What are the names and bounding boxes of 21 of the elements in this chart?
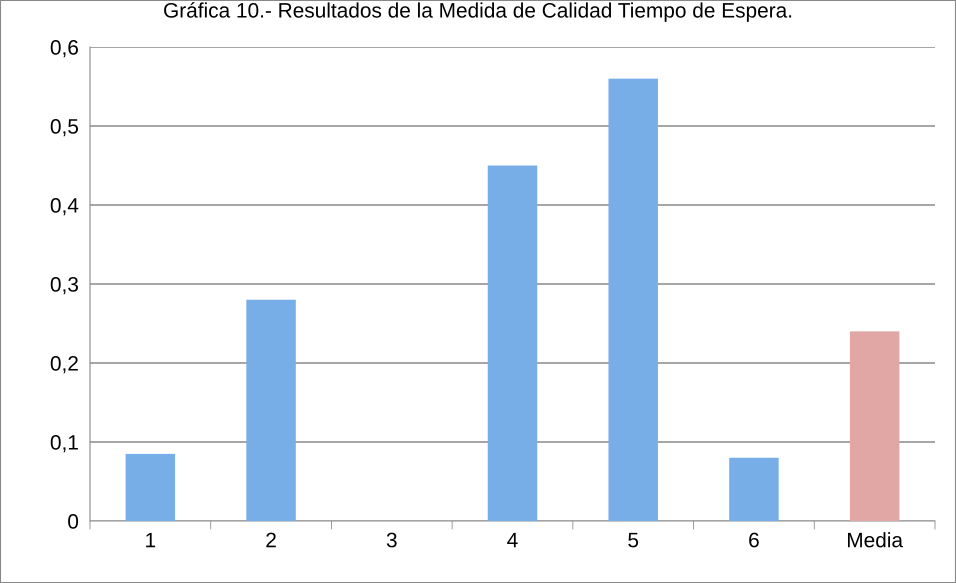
y-tick-label: 0 bbox=[68, 514, 78, 529]
y-tick-label: 0,1 bbox=[50, 435, 78, 452]
x-tick-label: 6 bbox=[749, 532, 759, 548]
chart-title: Gráfica 10.- Resultados de la Medida de Calidad Tiempo de Espera. bbox=[164, 2, 792, 22]
x-tick-label: Media bbox=[848, 532, 904, 548]
bar bbox=[608, 78, 658, 521]
bar bbox=[488, 166, 538, 521]
x-tick-label: 3 bbox=[386, 532, 397, 548]
x-tick-label: 4 bbox=[507, 532, 518, 548]
x-tick-label: 5 bbox=[628, 532, 638, 548]
bar bbox=[850, 331, 900, 521]
x-tick-label: 1 bbox=[146, 532, 156, 548]
y-tick-label: 0,4 bbox=[50, 198, 78, 216]
y-tick-label: 0,5 bbox=[50, 119, 78, 136]
x-tick-label: 2 bbox=[266, 532, 276, 548]
y-tick-label: 0,3 bbox=[50, 277, 78, 294]
bar bbox=[729, 458, 779, 521]
bar bbox=[246, 300, 296, 521]
y-tick-label: 0,6 bbox=[50, 40, 78, 58]
bar bbox=[126, 454, 176, 521]
y-tick-label: 0,2 bbox=[50, 356, 78, 374]
